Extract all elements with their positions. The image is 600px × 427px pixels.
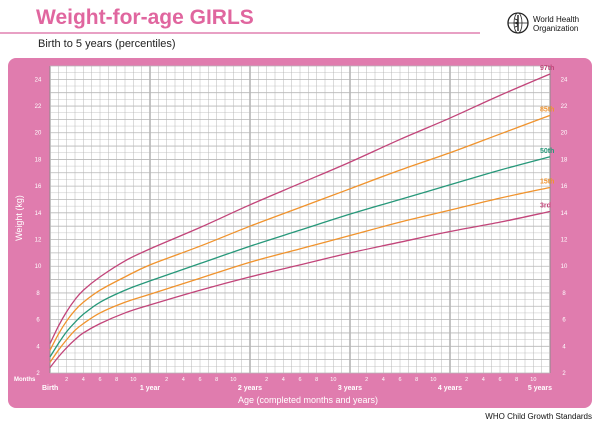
chart-subtitle: Birth to 5 years (percentiles) [38, 38, 176, 50]
y-tick-label-left: 6 [36, 318, 40, 324]
org-name-line2: Organization [533, 24, 579, 33]
grid-lines [49, 65, 551, 374]
x-month-tick-label: 8 [515, 377, 518, 383]
y-tick-label-left: 18 [35, 157, 42, 163]
x-month-tick-label: 4 [282, 377, 285, 383]
footer-note: WHO Child Growth Standards [485, 412, 592, 421]
y-tick-label-right: 8 [562, 291, 566, 297]
x-month-tick-label: 8 [115, 377, 118, 383]
x-month-tick-label: 6 [398, 377, 401, 383]
y-tick-label-left: 10 [35, 264, 42, 270]
y-tick-label-left: 2 [36, 371, 40, 377]
x-year-label: 4 years [438, 385, 462, 392]
x-month-tick-label: 10 [130, 377, 136, 383]
y-tick-label-right: 16 [561, 184, 568, 190]
x-month-tick-label: 2 [365, 377, 368, 383]
org-name: World Health Organization [533, 15, 597, 33]
y-tick-label-left: 14 [35, 211, 42, 217]
x-month-tick-label: 2 [65, 377, 68, 383]
x-month-tick-label: 4 [82, 377, 85, 383]
y-tick-label-left: 12 [35, 238, 42, 244]
x-month-tick-label: 10 [430, 377, 436, 383]
y-tick-label-right: 20 [561, 131, 568, 137]
x-month-tick-label: 10 [330, 377, 336, 383]
y-tick-label-left: 8 [36, 291, 40, 297]
percentile-lines: 97th 85th 50th 15th 3rd [49, 65, 554, 369]
x-month-tick-label: 8 [315, 377, 318, 383]
x-month-tick-label: 8 [415, 377, 418, 383]
x-month-tick-label: 10 [530, 377, 536, 383]
x-year-label: Birth [42, 385, 58, 392]
x-year-label: 1 year [140, 385, 161, 392]
org-name-line1: World Health [533, 15, 580, 24]
percentile-line-97th [49, 73, 551, 344]
y-tick-label-right: 6 [562, 318, 566, 324]
percentile-line-15th [49, 186, 551, 363]
x-month-tick-label: 8 [215, 377, 218, 383]
y-tick-label-left: 24 [35, 77, 42, 83]
months-label: Months [14, 377, 36, 383]
percentile-label-15th: 15th [540, 178, 554, 185]
y-tick-label-left: 20 [35, 131, 42, 137]
who-emblem-icon [507, 12, 529, 34]
y-tick-label-left: 4 [36, 344, 40, 350]
x-month-tick-label: 4 [382, 377, 385, 383]
x-month-tick-label: 4 [482, 377, 485, 383]
y-tick-label-left: 22 [35, 104, 42, 110]
x-year-label: 3 years [338, 385, 362, 392]
x-month-tick-label: 2 [465, 377, 468, 383]
y-axis-label: Weight (kg) [14, 195, 24, 241]
y-tick-label-left: 16 [35, 184, 42, 190]
x-month-tick-label: 6 [98, 377, 101, 383]
x-month-tick-label: 6 [198, 377, 201, 383]
y-tick-label-right: 12 [561, 238, 568, 244]
percentile-label-85th: 85th [540, 106, 554, 113]
y-tick-label-right: 4 [562, 344, 566, 350]
x-year-label: 2 years [238, 385, 262, 392]
chart-title: Weight-for-age GIRLS [36, 6, 254, 29]
percentile-line-3rd [49, 210, 551, 369]
y-tick-label-right: 24 [561, 77, 568, 83]
percentile-label-50th: 50th [540, 148, 554, 155]
percentile-line-85th [49, 114, 551, 351]
x-month-tick-label: 6 [498, 377, 501, 383]
percentile-line-50th [49, 156, 551, 358]
who-logo: World Health Organization [507, 12, 597, 42]
title-underline [0, 32, 480, 34]
y-tick-label-right: 10 [561, 264, 568, 270]
x-axis-label: Age (completed months and years) [238, 395, 378, 405]
y-tick-label-right: 14 [561, 211, 568, 217]
y-tick-label-right: 22 [561, 104, 568, 110]
y-tick-label-right: 18 [561, 157, 568, 163]
x-month-tick-label: 2 [165, 377, 168, 383]
x-month-tick-label: 4 [182, 377, 185, 383]
percentile-label-97th: 97th [540, 65, 554, 72]
x-month-tick-label: 10 [230, 377, 236, 383]
y-tick-label-right: 2 [562, 371, 566, 377]
x-month-tick-label: 6 [298, 377, 301, 383]
x-year-label: 5 years [528, 385, 552, 392]
percentile-label-3rd: 3rd [540, 202, 551, 209]
x-month-tick-label: 2 [265, 377, 268, 383]
